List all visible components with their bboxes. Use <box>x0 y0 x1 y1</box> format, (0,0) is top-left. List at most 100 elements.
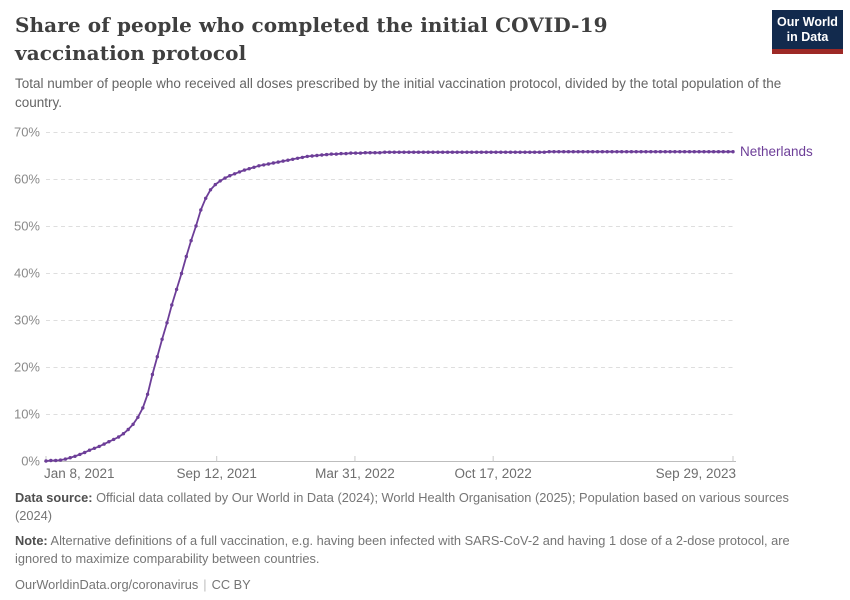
data-point[interactable] <box>126 427 130 432</box>
data-point[interactable] <box>44 459 48 463</box>
data-point[interactable] <box>223 176 227 180</box>
data-point[interactable] <box>639 150 643 154</box>
data-point[interactable] <box>465 150 469 154</box>
data-point[interactable] <box>189 238 193 243</box>
data-point[interactable] <box>503 150 508 154</box>
data-point[interactable] <box>629 150 634 154</box>
data-point[interactable] <box>402 150 406 154</box>
data-point[interactable] <box>257 164 261 168</box>
data-point[interactable] <box>286 158 290 162</box>
data-point[interactable] <box>233 172 237 176</box>
data-point[interactable] <box>194 224 198 228</box>
data-point[interactable] <box>344 151 348 156</box>
data-point[interactable] <box>353 151 358 155</box>
data-point[interactable] <box>271 161 276 165</box>
data-point[interactable] <box>49 458 53 463</box>
data-point[interactable] <box>528 150 532 154</box>
data-point[interactable] <box>445 150 450 154</box>
data-point[interactable] <box>73 454 77 458</box>
data-point[interactable] <box>499 150 503 154</box>
data-point[interactable] <box>291 157 295 161</box>
data-point[interactable] <box>136 415 140 419</box>
data-point[interactable] <box>397 150 401 154</box>
data-point[interactable] <box>426 150 430 154</box>
data-point[interactable] <box>112 437 116 442</box>
data-point[interactable] <box>581 150 585 154</box>
data-point[interactable] <box>145 392 150 396</box>
data-point[interactable] <box>218 179 222 183</box>
data-point[interactable] <box>421 150 426 154</box>
data-point[interactable] <box>494 150 498 154</box>
data-point[interactable] <box>315 153 319 158</box>
data-point[interactable] <box>484 150 488 154</box>
data-point[interactable] <box>165 321 169 325</box>
data-point[interactable] <box>150 372 155 377</box>
data-point[interactable] <box>213 182 217 187</box>
netherlands-series-label[interactable]: Netherlands <box>740 144 813 159</box>
data-point[interactable] <box>610 150 614 154</box>
data-point[interactable] <box>678 150 682 154</box>
data-point[interactable] <box>339 151 343 156</box>
data-point[interactable] <box>508 150 513 154</box>
data-point[interactable] <box>383 150 387 154</box>
data-point[interactable] <box>711 150 716 154</box>
data-point[interactable] <box>557 150 561 154</box>
data-point[interactable] <box>624 150 629 154</box>
data-point[interactable] <box>87 448 92 452</box>
data-point[interactable] <box>102 442 106 446</box>
data-point[interactable] <box>378 151 382 155</box>
data-point[interactable] <box>523 150 527 154</box>
data-point[interactable] <box>479 150 484 154</box>
data-point[interactable] <box>324 152 329 157</box>
data-point[interactable] <box>489 150 493 154</box>
data-point[interactable] <box>78 452 82 457</box>
data-point[interactable] <box>387 150 392 154</box>
data-point[interactable] <box>363 151 367 155</box>
data-point[interactable] <box>247 167 251 171</box>
data-point[interactable] <box>412 150 416 154</box>
data-point[interactable] <box>600 150 605 154</box>
data-point[interactable] <box>54 458 58 463</box>
data-point[interactable] <box>242 168 247 172</box>
data-point[interactable] <box>199 208 203 212</box>
data-point[interactable] <box>663 150 667 154</box>
data-point[interactable] <box>460 150 464 154</box>
data-point[interactable] <box>407 150 411 154</box>
data-point[interactable] <box>97 444 101 449</box>
data-point[interactable] <box>542 150 546 154</box>
data-point[interactable] <box>721 150 725 154</box>
data-point[interactable] <box>262 163 266 167</box>
data-point[interactable] <box>107 440 111 444</box>
data-point[interactable] <box>455 150 459 154</box>
data-point[interactable] <box>373 151 377 155</box>
data-point[interactable] <box>591 150 595 154</box>
data-point[interactable] <box>436 150 440 154</box>
netherlands-line[interactable] <box>45 150 733 462</box>
data-point[interactable] <box>620 150 624 154</box>
data-point[interactable] <box>692 150 696 154</box>
data-point[interactable] <box>470 150 474 154</box>
data-point[interactable] <box>160 337 164 341</box>
data-point[interactable] <box>615 150 619 154</box>
data-point[interactable] <box>179 271 184 276</box>
data-point[interactable] <box>547 150 551 154</box>
data-point[interactable] <box>537 150 542 154</box>
data-point[interactable] <box>92 446 97 450</box>
data-point[interactable] <box>392 150 396 154</box>
data-point[interactable] <box>281 159 285 163</box>
data-point[interactable] <box>358 151 363 155</box>
data-point[interactable] <box>174 287 179 292</box>
data-point[interactable] <box>116 435 121 439</box>
data-point[interactable] <box>668 150 672 154</box>
data-point[interactable] <box>305 154 309 159</box>
data-point[interactable] <box>716 150 721 154</box>
data-point[interactable] <box>644 150 648 154</box>
data-point[interactable] <box>349 151 353 155</box>
data-point[interactable] <box>300 155 305 160</box>
data-point[interactable] <box>687 150 692 154</box>
data-point[interactable] <box>310 154 314 158</box>
data-point[interactable] <box>329 152 334 156</box>
data-point[interactable] <box>605 150 609 154</box>
data-point[interactable] <box>513 150 517 154</box>
